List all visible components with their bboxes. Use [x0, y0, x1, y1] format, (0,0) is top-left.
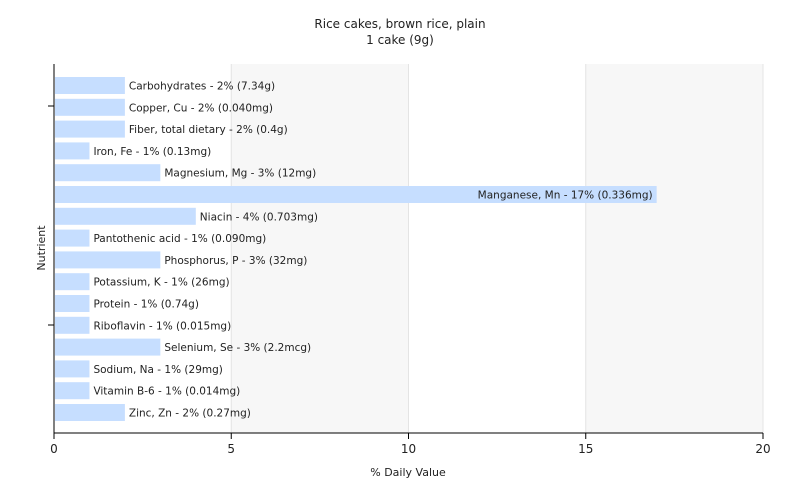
bar: [55, 404, 125, 421]
grid-band: [585, 64, 763, 433]
bar: [55, 360, 90, 378]
x-axis-label: % Daily Value: [370, 466, 446, 479]
grid-band: [54, 64, 232, 433]
bar-label: Niacin - 4% (0.703mg): [200, 211, 318, 223]
bar: [55, 229, 90, 247]
x-tick-label: 0: [50, 442, 58, 456]
x-tick-label: 20: [755, 442, 770, 456]
grid-lines: [54, 64, 764, 433]
bar-label: Vitamin B-6 - 1% (0.014mg): [93, 386, 240, 398]
bar-label: Manganese, Mn - 17% (0.336mg): [478, 190, 653, 202]
bar-label: Selenium, Se - 3% (2.2mcg): [164, 342, 311, 354]
bar: [55, 142, 90, 160]
bar-label: Riboflavin - 1% (0.015mg): [93, 320, 231, 332]
bar: [55, 251, 161, 269]
bar: [55, 273, 90, 291]
bar-label: Zinc, Zn - 2% (0.27mg): [129, 408, 251, 420]
bar-label: Fiber, total dietary - 2% (0.4g): [129, 124, 288, 136]
bar-labels: Carbohydrates - 2% (7.34g) Copper, Cu - 2…: [93, 81, 652, 420]
bar: [55, 164, 161, 182]
bar-label: Sodium, Na - 1% (29mg): [93, 364, 222, 376]
x-tick-label: 10: [401, 442, 416, 456]
bar-label: Magnesium, Mg - 3% (12mg): [164, 168, 316, 180]
bar-label: Protein - 1% (0.74g): [93, 299, 199, 311]
bar: [55, 338, 161, 356]
bar: [55, 98, 125, 116]
bar: [55, 207, 196, 225]
bar: [55, 186, 657, 203]
bar-label: Pantothenic acid - 1% (0.090mg): [93, 233, 266, 245]
bars: [55, 77, 657, 421]
grid-band: [231, 64, 409, 433]
chart-subtitle: 1 cake (9g): [366, 33, 434, 47]
bar-label: Iron, Fe - 1% (0.13mg): [93, 146, 211, 158]
axes: 0 5 10 15 20: [48, 64, 771, 456]
bar-label: Copper, Cu - 2% (0.040mg): [129, 102, 273, 114]
y-axis-label: Nutrient: [35, 225, 48, 271]
bar-label: Carbohydrates - 2% (7.34g): [129, 81, 275, 93]
bar: [55, 316, 90, 334]
bar: [55, 77, 125, 94]
grid-band: [408, 64, 586, 433]
bar: [55, 295, 90, 312]
x-tick-label: 5: [227, 442, 235, 456]
bar: [55, 382, 90, 400]
bar: [55, 120, 125, 138]
bar-label: Phosphorus, P - 3% (32mg): [164, 255, 307, 267]
chart-title: Rice cakes, brown rice, plain: [314, 17, 485, 31]
x-tick-label: 15: [578, 442, 593, 456]
bar-label: Potassium, K - 1% (26mg): [93, 277, 229, 289]
